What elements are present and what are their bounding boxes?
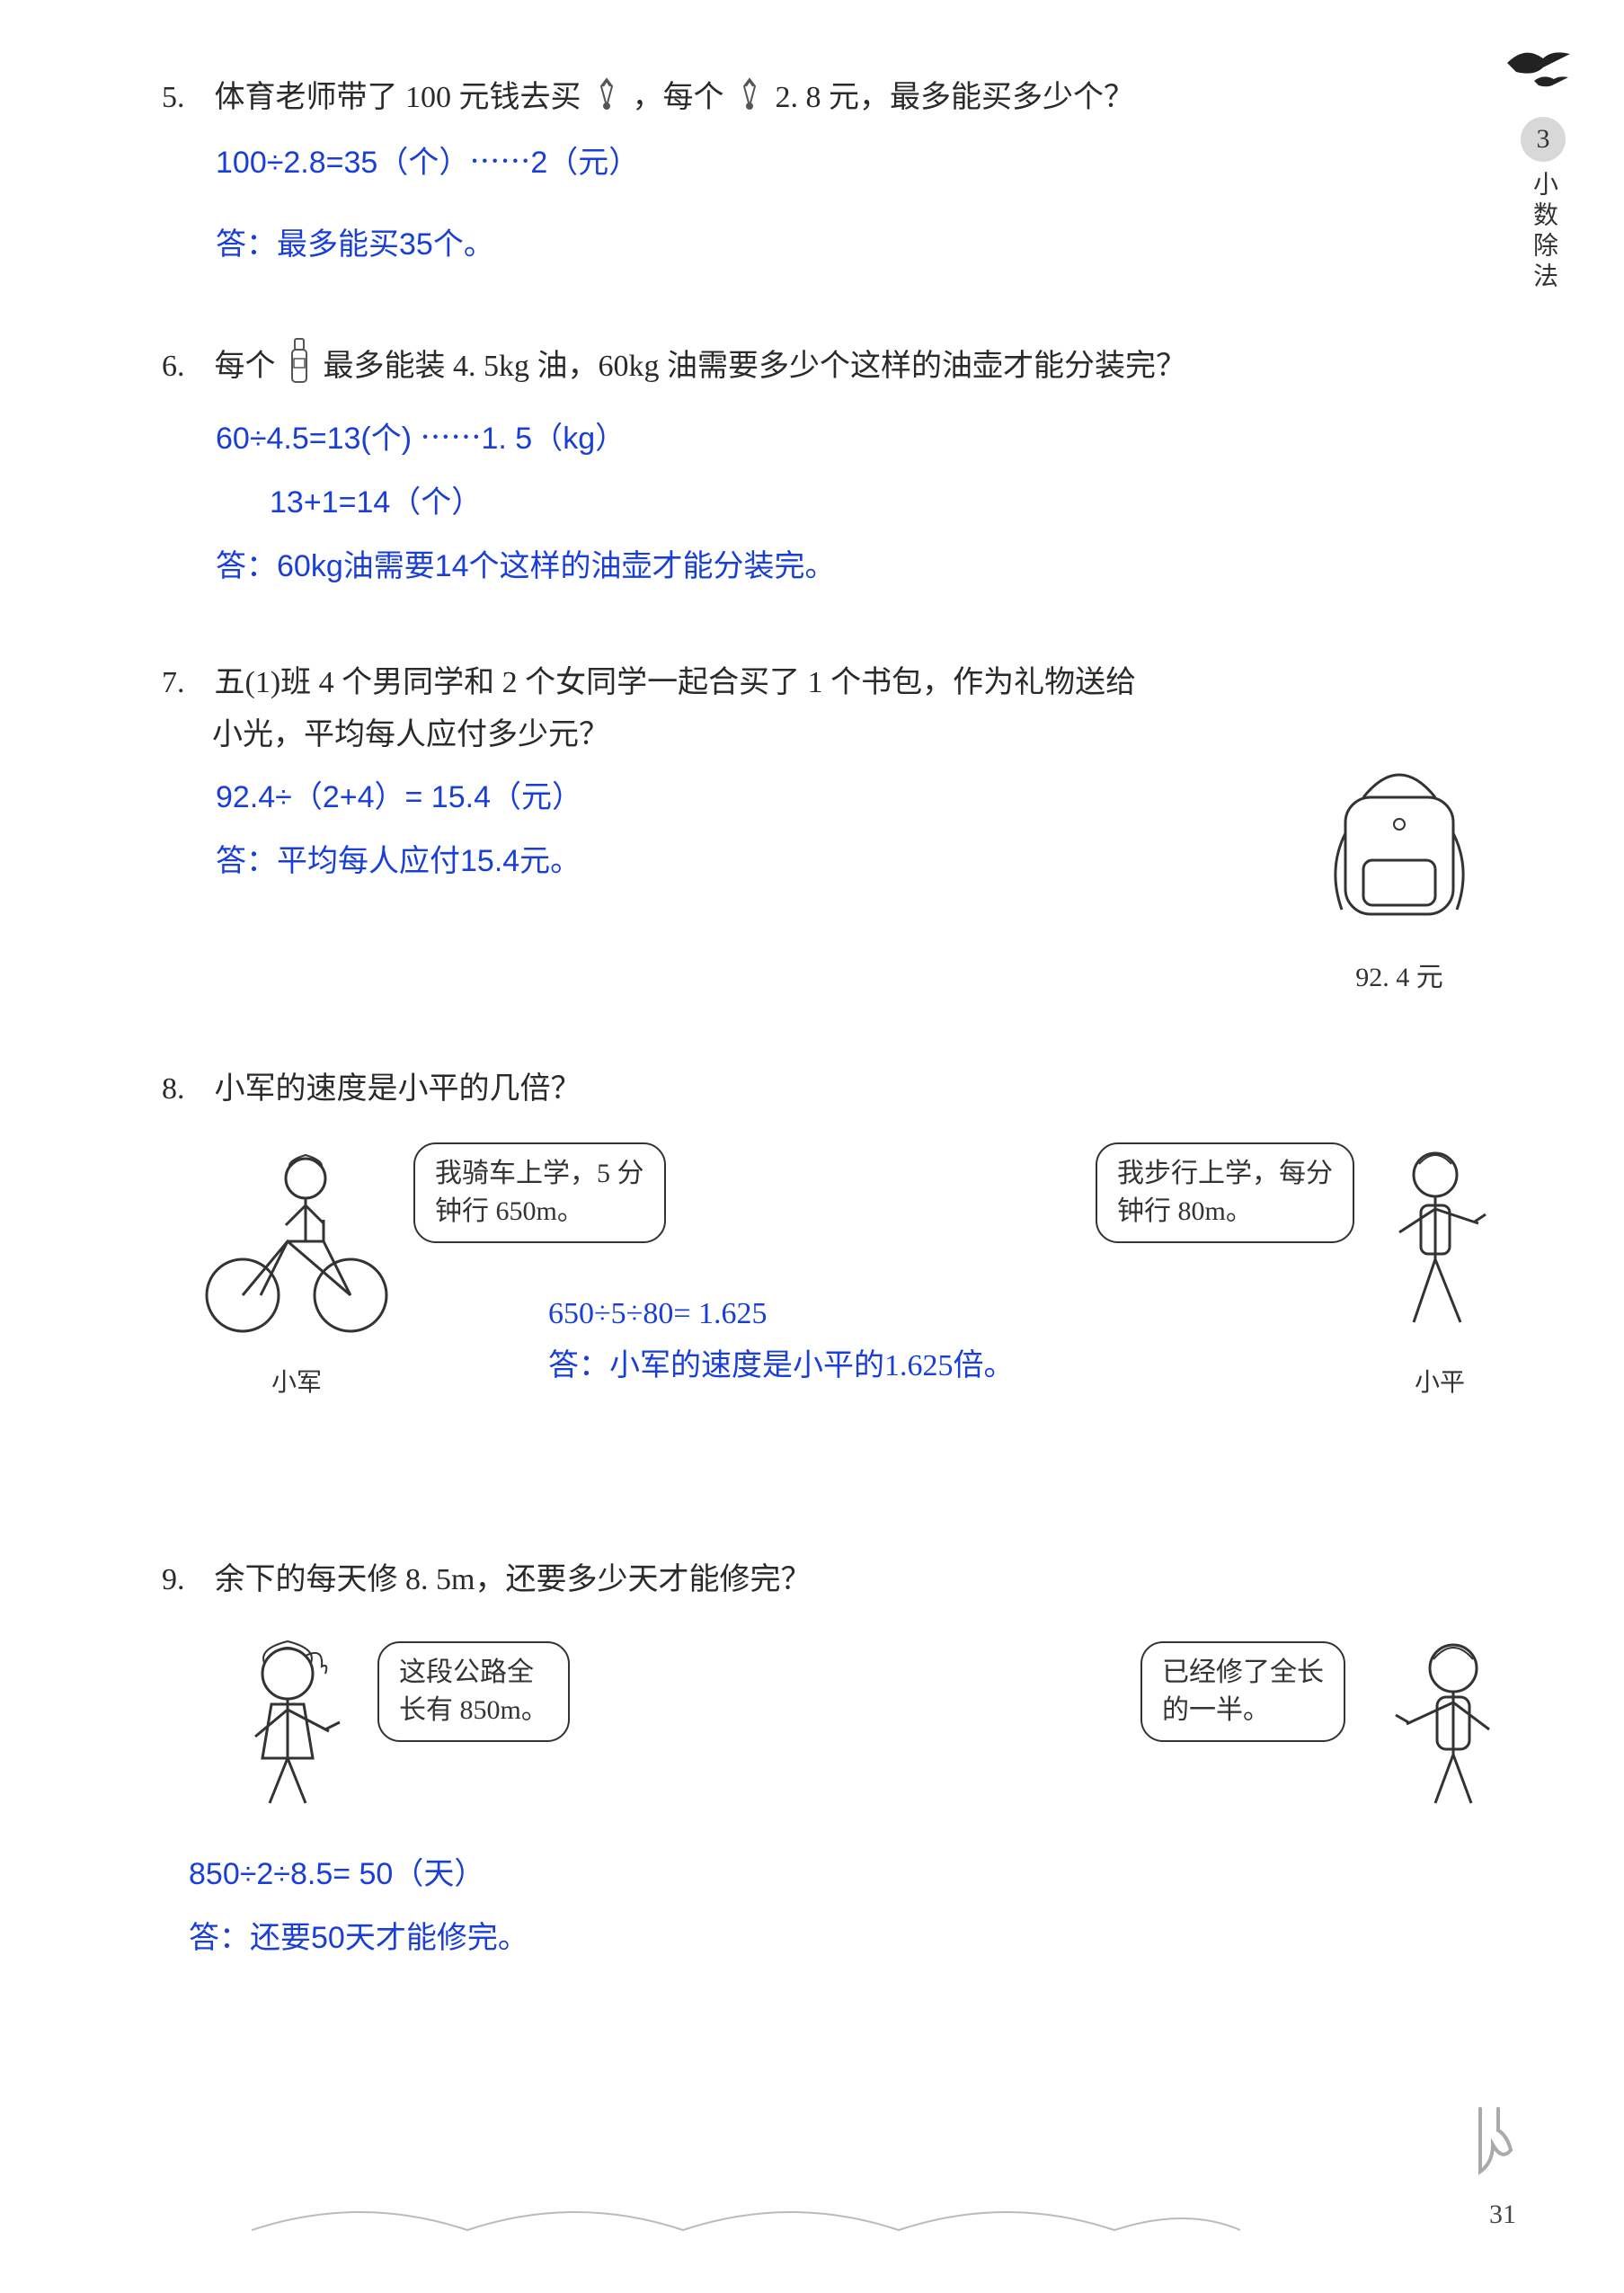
calculation: 92.4÷（2+4）= 15.4（元） [216,770,1282,825]
calculation: 650÷5÷80= 1.625 [548,1288,1159,1340]
problem-number: 9. [162,1554,207,1606]
shuttlecock-icon [589,74,625,127]
boy-walking-icon [1363,1133,1516,1357]
question-text: 体育老师带了 100 元钱去买 [215,81,581,114]
speech-bubble-left: 我骑车上学，5 分 钟行 650m。 [413,1142,666,1243]
character-name: 小军 [271,1362,322,1405]
answer-text: 答：小军的速度是小平的1.625倍。 [548,1340,1159,1392]
calculation: 100÷2.8=35（个）⋯⋯2（元） [216,136,1516,191]
bubble-text: 这段公路全 [399,1654,548,1692]
speech-bubble-right: 我步行上学，每分 钟行 80m。 [1096,1142,1354,1243]
question-text: 2. 8 元，最多能买多少个？ [776,81,1135,114]
bubble-text: 钟行 650m。 [435,1193,644,1231]
calculation: 850÷2÷8.5= 50（天） [189,1847,1516,1902]
cloud-decoration [252,2185,1240,2239]
price-label: 92. 4 元 [1282,955,1516,1000]
corner-logo-icon [1462,2100,1525,2185]
chapter-badge: 3 [1521,117,1566,162]
girl-icon [216,1623,368,1829]
problem-5: 5. 体育老师带了 100 元钱去买 ，每个 2. 8 元，最多能买多少个？ 1… [162,72,1516,272]
answer-text: 答：最多能买35个。 [216,218,1516,272]
problem-number: 7. [162,657,207,709]
answer-text: 答：60kg油需要14个这样的油壶才能分装完。 [216,539,1516,594]
chapter-label: 小数除法 [1525,171,1561,293]
question-text: 每个 [215,350,276,383]
speech-bubble-right: 已经修了全长 的一半。 [1140,1641,1345,1742]
speech-bubble-left: 这段公路全 长有 850m。 [377,1641,570,1742]
shuttlecock-icon [732,74,768,127]
calculation: 60÷4.5=13(个) ⋯⋯1. 5（kg） [216,412,1516,467]
answer-text: 答：平均每人应付15.4元。 [216,834,1282,889]
problem-7: 7. 五(1)班 4 个男同学和 2 个女同学一起合买了 1 个书包，作为礼物送… [162,657,1516,1000]
bubble-text: 我骑车上学，5 分 [435,1155,644,1193]
character-name: 小平 [1415,1362,1465,1405]
bubble-text: 的一半。 [1162,1692,1324,1729]
question-text: 小军的速度是小平的几倍？ [215,1072,581,1106]
problem-number: 6. [162,341,207,393]
bubble-text: 已经修了全长 [1162,1654,1324,1692]
question-text: 最多能装 4. 5kg 油，60kg 油需要多少个这样的油壶才能分装完？ [324,350,1187,383]
problem-6: 6. 每个 最多能装 4. 5kg 油，60kg 油需要多少个这样的油壶才能分装… [162,335,1516,594]
question-text: ，每个 [633,81,724,114]
boy-bicycle-icon [189,1133,404,1357]
side-tab: 3 小数除法 [1516,117,1570,293]
page-number: 31 [1489,2200,1516,2230]
oil-bottle-icon [283,335,315,403]
problem-9: 9. 余下的每天修 8. 5m，还要多少天才能修完？ [162,1554,1516,1967]
boy-pointing-icon [1354,1623,1516,1829]
calculation: 13+1=14（个） [270,475,1516,530]
bubble-text: 钟行 80m。 [1117,1193,1333,1231]
question-text: 五(1)班 4 个男同学和 2 个女同学一起合买了 1 个书包，作为礼物送给 [215,666,1137,699]
question-text: 小光，平均每人应付多少元？ [212,709,1516,761]
bird-icon [1498,36,1579,112]
question-text: 余下的每天修 8. 5m，还要多少天才能修完？ [215,1563,812,1596]
problem-number: 8. [162,1063,207,1115]
bubble-text: 我步行上学，每分 [1117,1155,1333,1193]
backpack-icon [1282,761,1516,949]
problem-8: 8. 小军的速度是小平的几倍？ [162,1063,1516,1491]
answer-text: 答：还要50天才能修完。 [189,1911,1516,1966]
problem-number: 5. [162,72,207,124]
bubble-text: 长有 850m。 [399,1692,548,1729]
